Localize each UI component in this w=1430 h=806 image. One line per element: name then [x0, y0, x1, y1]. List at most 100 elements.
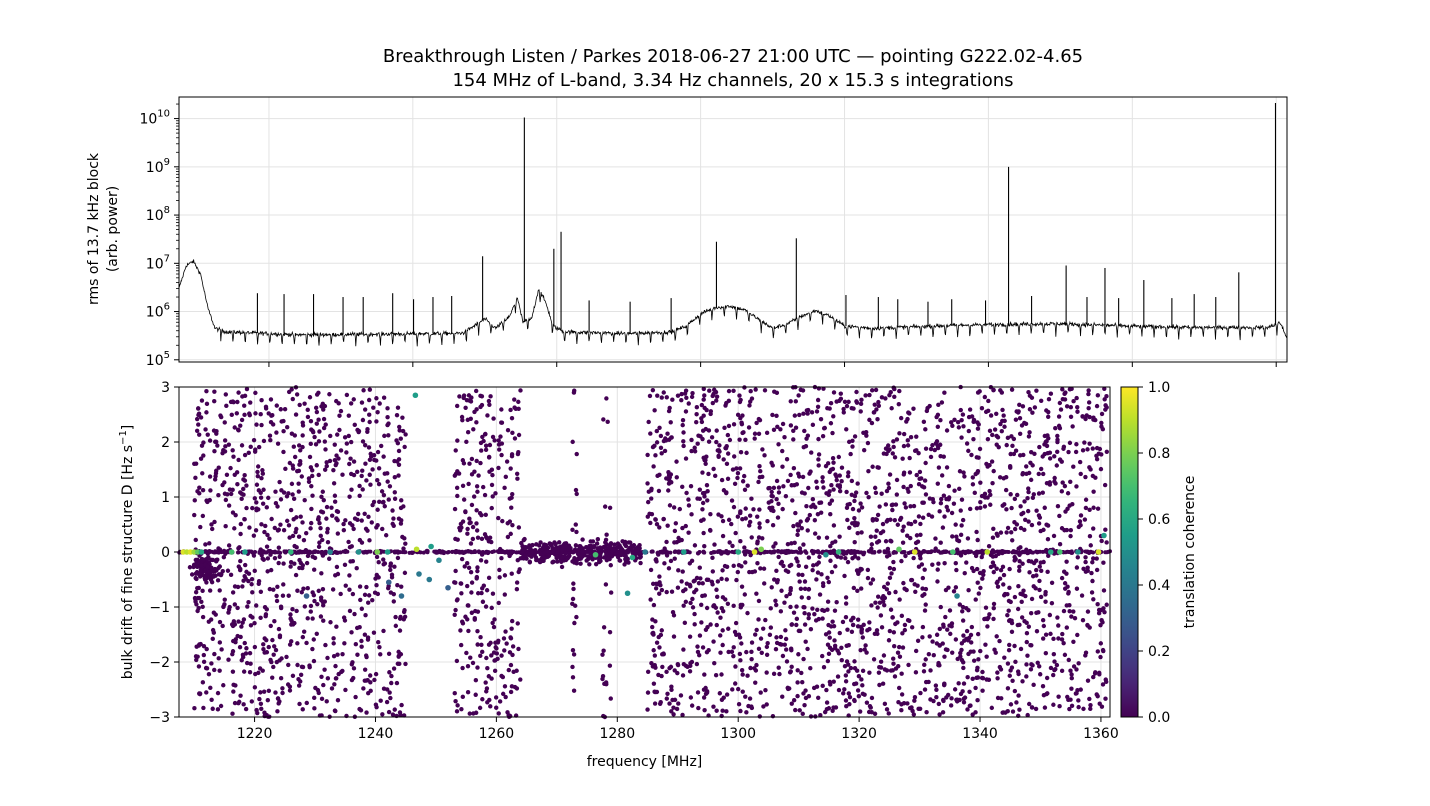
scatter-point	[868, 581, 873, 586]
scatter-point	[374, 419, 379, 424]
scatter-point	[755, 561, 760, 566]
scatter-point	[774, 478, 780, 484]
scatter-point	[1016, 409, 1021, 414]
scatter-point	[835, 549, 842, 555]
scatter-point	[1074, 395, 1079, 401]
scatter-point	[1026, 434, 1032, 439]
scatter-point	[301, 629, 307, 634]
scatter-point	[1087, 534, 1093, 539]
scatter-point	[802, 579, 808, 584]
scatter-point	[935, 567, 940, 572]
scatter-point	[321, 416, 327, 422]
scatter-point	[246, 599, 251, 605]
scatter-point	[222, 597, 227, 602]
scatter-point	[203, 427, 208, 432]
scatter-point	[1049, 600, 1055, 606]
scatter-point	[311, 550, 316, 555]
scatter-point	[1024, 471, 1029, 477]
scatter-point	[282, 407, 288, 412]
scatter-point	[278, 550, 283, 555]
scatter-point	[269, 659, 274, 665]
scatter-point	[637, 542, 642, 548]
scatter-point	[686, 530, 691, 535]
scatter-point	[470, 536, 476, 542]
scatter-point	[892, 394, 897, 400]
scatter-point	[667, 701, 672, 706]
scatter-point	[278, 604, 284, 609]
scatter-point	[1104, 550, 1109, 555]
scatter-point	[827, 489, 832, 494]
scatter-point	[1074, 586, 1080, 591]
scatter-point	[307, 395, 313, 400]
scatter-point	[764, 702, 769, 707]
scatter-point	[502, 485, 507, 491]
scatter-point	[722, 563, 728, 569]
scatter-point	[571, 581, 576, 586]
scatter-point	[899, 613, 905, 619]
top-y-tick-label: 106	[146, 302, 170, 321]
scatter-point	[792, 413, 798, 418]
scatter-point	[964, 628, 970, 634]
scatter-point	[842, 399, 848, 405]
scatter-point	[886, 481, 891, 486]
scatter-point	[1101, 588, 1107, 593]
scatter-point	[1012, 688, 1018, 694]
scatter-point	[352, 422, 357, 428]
scatter-point	[836, 687, 842, 693]
scatter-point	[966, 607, 971, 613]
scatter-point	[261, 689, 267, 694]
scatter-point	[1020, 679, 1025, 684]
scatter-point	[276, 545, 282, 550]
scatter-point	[321, 407, 326, 412]
scatter-point	[1076, 698, 1081, 703]
scatter-point	[267, 586, 273, 592]
scatter-point	[490, 434, 496, 440]
scatter-point	[692, 543, 698, 548]
scatter-point	[377, 499, 382, 505]
scatter-point	[253, 528, 259, 533]
scatter-point	[329, 686, 335, 691]
scatter-point	[219, 550, 224, 555]
scatter-point	[666, 488, 671, 493]
scatter-point	[212, 651, 217, 657]
scatter-point	[711, 550, 716, 555]
scatter-point	[746, 549, 751, 554]
scatter-point	[394, 438, 399, 443]
scatter-point	[846, 662, 851, 667]
scatter-point	[347, 587, 352, 592]
scatter-point	[901, 580, 906, 586]
scatter-point	[645, 669, 651, 674]
scatter-point	[196, 411, 202, 416]
scatter-point	[729, 649, 735, 654]
scatter-point	[308, 603, 314, 609]
scatter-point	[892, 455, 898, 460]
scatter-point	[264, 505, 269, 510]
scatter-point	[607, 629, 613, 635]
scatter-point	[193, 475, 198, 481]
scatter-point	[334, 564, 340, 570]
scatter-point	[279, 488, 284, 493]
scatter-point	[770, 714, 776, 719]
scatter-point	[742, 592, 748, 597]
scatter-point	[289, 387, 294, 392]
scatter-point	[489, 482, 495, 488]
scatter-point	[751, 507, 756, 512]
scatter-point	[876, 594, 881, 599]
scatter-point	[669, 480, 674, 485]
scatter-point	[676, 549, 681, 554]
scatter-point	[844, 704, 849, 709]
scatter-point	[929, 514, 935, 519]
scatter-point	[876, 399, 881, 405]
scatter-point	[258, 615, 263, 620]
scatter-point	[475, 489, 480, 494]
scatter-point	[242, 403, 247, 408]
scatter-point	[907, 411, 912, 416]
scatter-point	[942, 561, 947, 566]
scatter-point	[195, 654, 200, 659]
scatter-point	[678, 693, 684, 698]
scatter-point	[727, 540, 732, 545]
scatter-point	[1085, 565, 1090, 570]
scatter-point	[975, 537, 980, 543]
scatter-point	[834, 474, 839, 479]
scatter-point	[1051, 636, 1056, 642]
